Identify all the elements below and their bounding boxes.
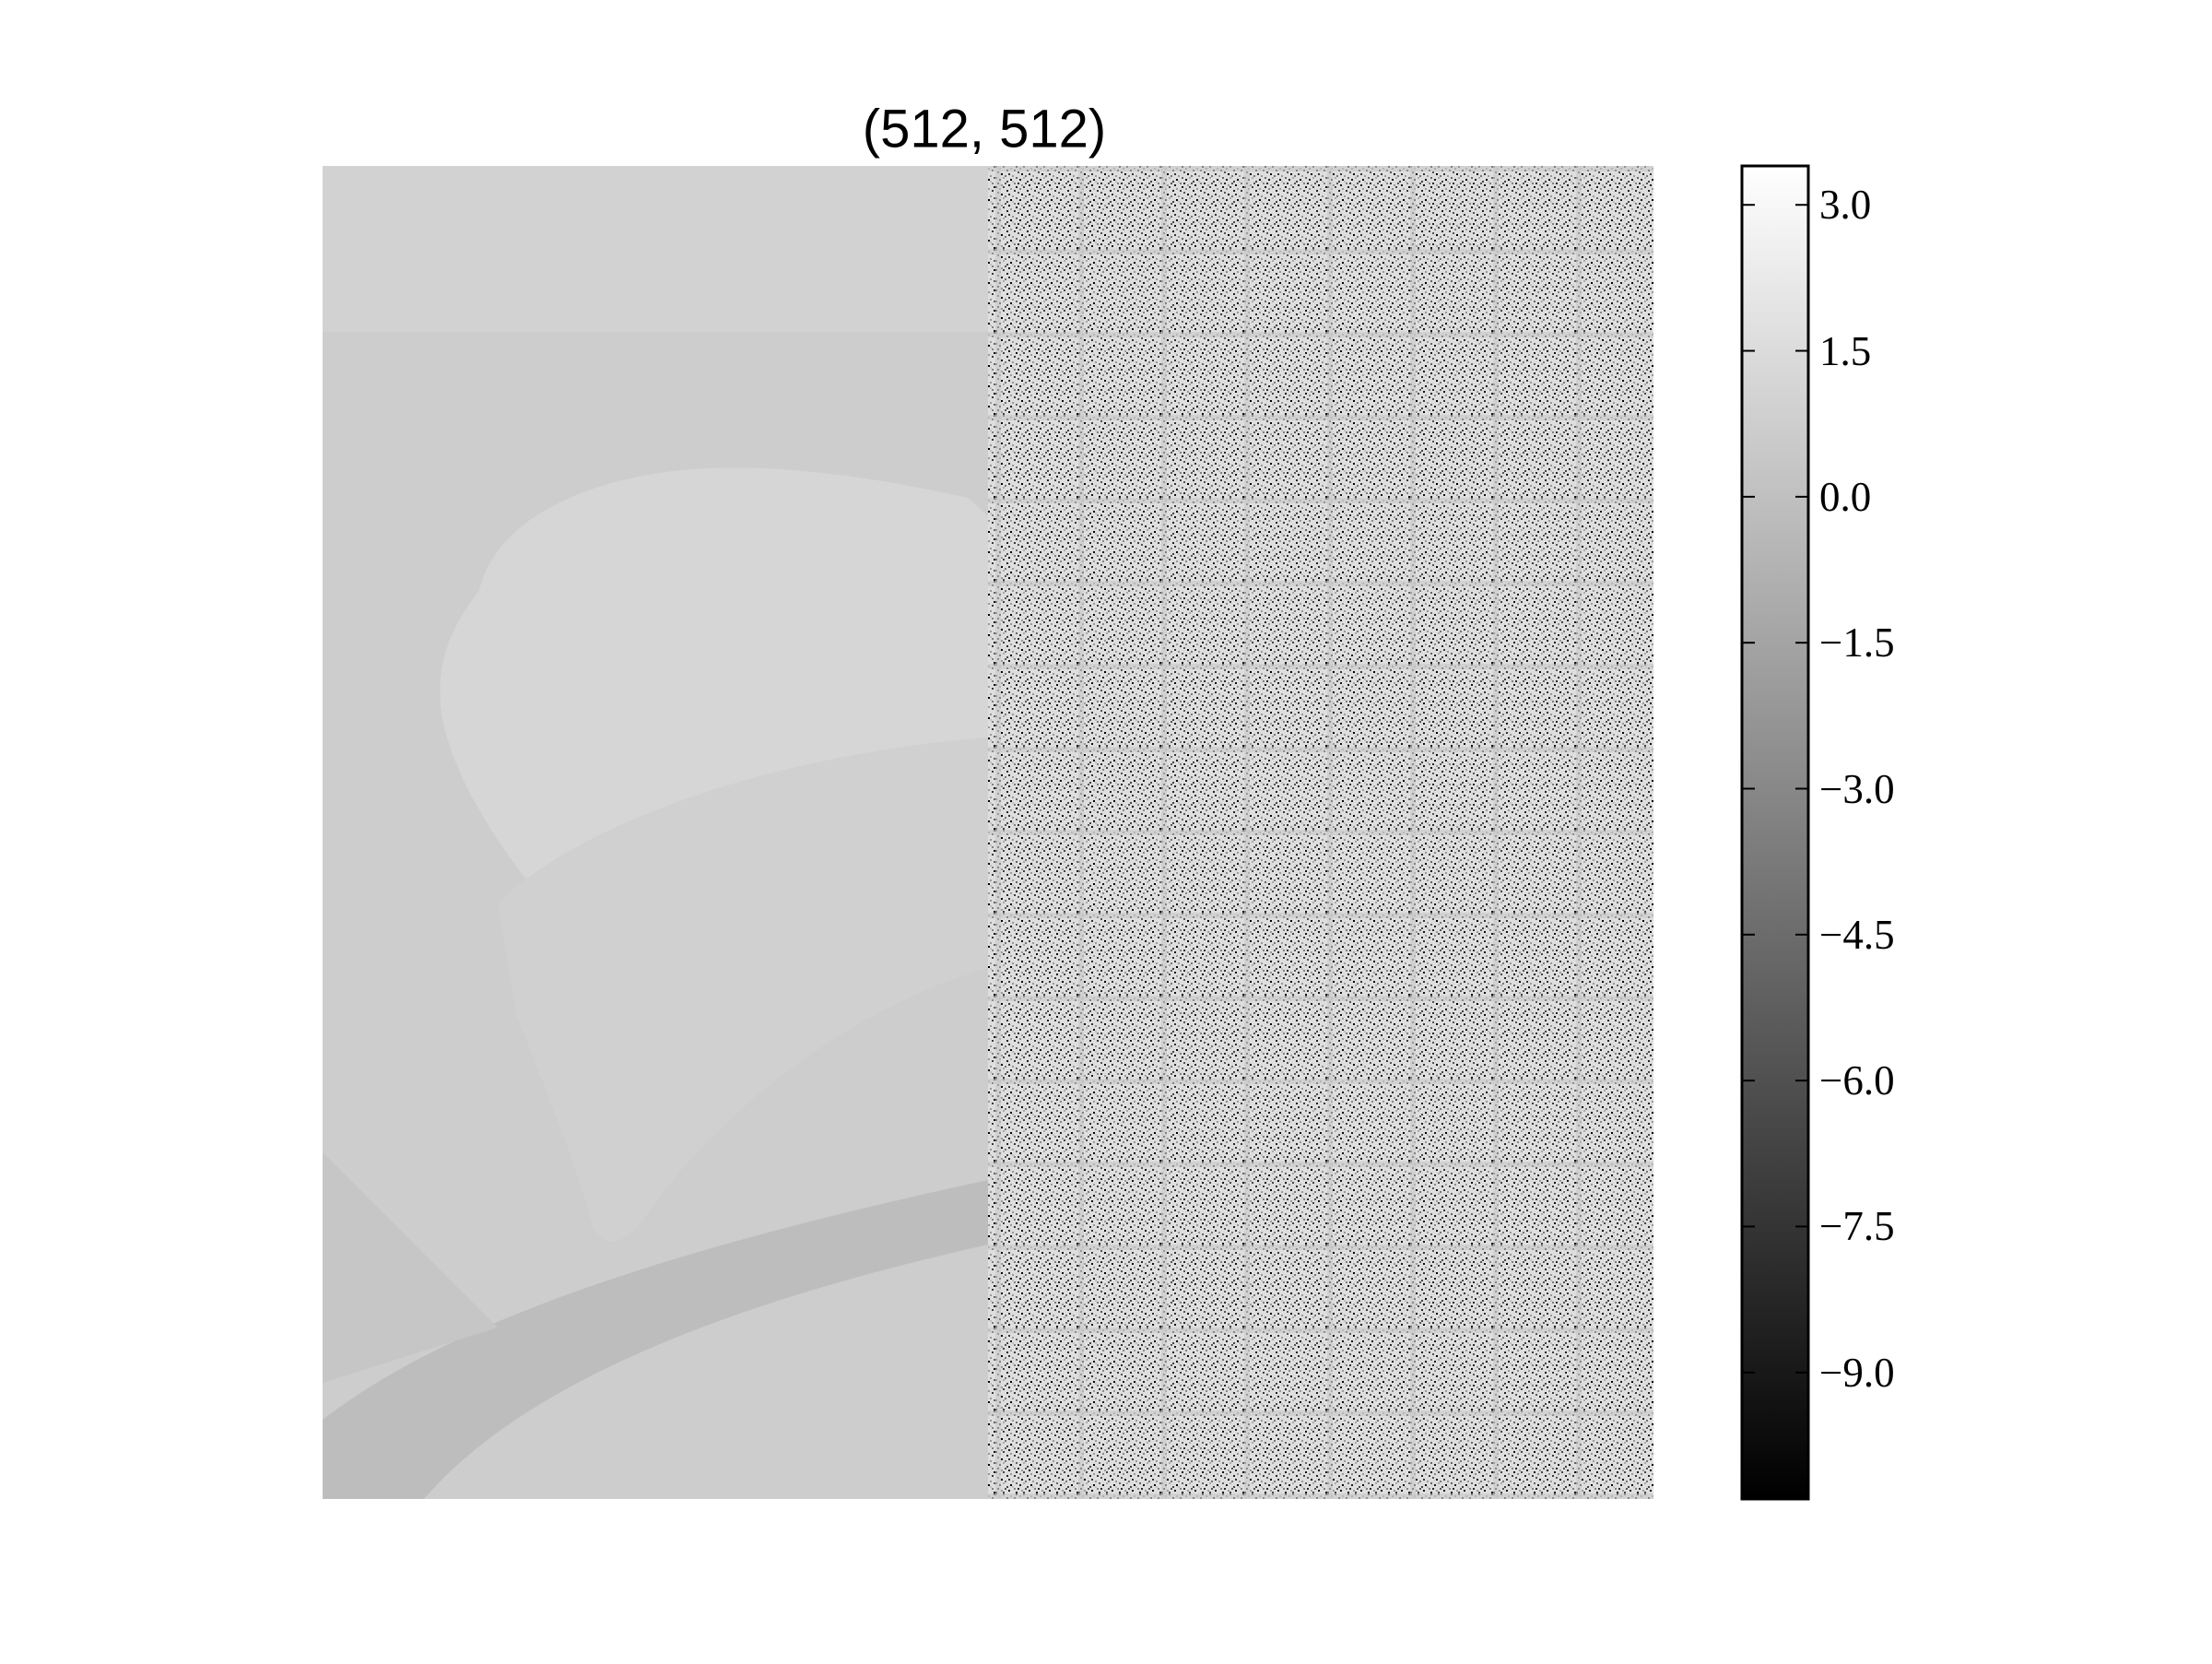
left-panel-shape-dark-strip bbox=[323, 1180, 988, 1499]
left-panel-texture bbox=[323, 166, 989, 1499]
chart-title: (512, 512) bbox=[862, 99, 1107, 159]
colorbar-ticks bbox=[1742, 204, 1808, 1374]
left-panel-shape-band bbox=[498, 738, 988, 1242]
colorbar-gradient bbox=[1740, 164, 1810, 1501]
right-panel bbox=[988, 166, 1653, 1499]
heatmap-image bbox=[323, 166, 1653, 1499]
colorbar bbox=[1740, 164, 1810, 1501]
left-panel-shape-lower bbox=[323, 1152, 498, 1383]
left-panel-band bbox=[323, 166, 988, 332]
